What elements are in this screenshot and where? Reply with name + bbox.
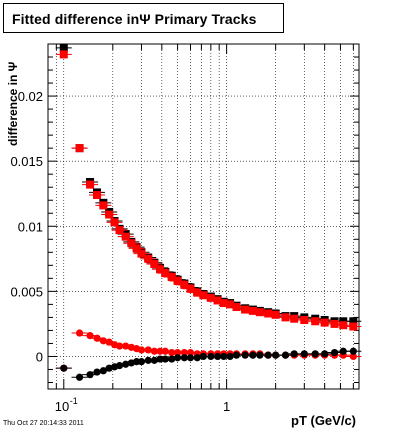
data-point	[161, 347, 169, 355]
data-point	[127, 239, 136, 248]
data-point	[271, 310, 280, 319]
data-point	[167, 273, 176, 282]
data-point	[290, 350, 298, 358]
data-point	[349, 322, 358, 331]
data-point	[75, 373, 84, 381]
data-point	[213, 296, 222, 305]
data-point	[161, 269, 170, 278]
data-point	[219, 299, 228, 308]
data-point	[59, 43, 68, 52]
data-point	[226, 300, 235, 309]
data-marks	[55, 43, 362, 381]
data-point	[75, 329, 84, 337]
y-tick-label: 0.005	[10, 284, 43, 299]
data-point	[255, 308, 264, 317]
data-point	[339, 347, 347, 355]
series-1	[55, 50, 362, 331]
data-point	[321, 350, 329, 358]
data-point	[93, 191, 102, 200]
data-point	[75, 144, 84, 153]
data-point	[105, 210, 114, 219]
data-point	[311, 317, 320, 326]
data-point	[144, 254, 153, 263]
data-point	[199, 291, 208, 300]
data-point	[281, 351, 290, 359]
data-point	[330, 319, 339, 328]
axes: 0 0.005 0.01 0.015 0.02 10 -1 1	[10, 44, 359, 414]
data-point	[281, 313, 290, 322]
data-point	[60, 364, 68, 372]
data-point	[59, 50, 68, 59]
data-point	[137, 249, 146, 258]
data-point	[193, 288, 202, 297]
data-point	[290, 314, 299, 323]
data-point	[241, 305, 250, 314]
data-point	[115, 226, 124, 235]
data-point	[144, 346, 152, 354]
data-point	[349, 352, 357, 361]
data-point	[93, 334, 101, 342]
data-point	[186, 284, 195, 293]
y-axis-label: difference in Ψ	[6, 61, 20, 146]
data-point	[110, 218, 119, 227]
plot-frame	[47, 43, 360, 390]
data-point	[349, 347, 357, 355]
data-point	[156, 265, 165, 274]
x-tick-label: 10	[55, 399, 69, 414]
data-point	[150, 260, 159, 269]
data-point	[248, 306, 257, 315]
data-point	[232, 302, 241, 311]
data-point	[320, 318, 329, 327]
data-point	[86, 371, 94, 379]
data-point	[272, 351, 280, 359]
data-point	[99, 201, 108, 210]
data-point	[311, 350, 319, 358]
data-point	[339, 321, 348, 330]
grid-lines	[48, 44, 359, 389]
data-point	[86, 332, 94, 340]
data-point	[86, 180, 95, 189]
data-point	[300, 316, 309, 324]
y-tick-label: 0.01	[18, 219, 43, 234]
data-point	[173, 276, 182, 285]
y-tick-label: 0	[36, 349, 43, 364]
series-0	[55, 43, 362, 326]
data-point	[105, 338, 113, 346]
chart-title: Fitted difference inΨ Primary Tracks	[12, 11, 257, 27]
x-tick-label: 1	[223, 399, 230, 414]
series-3	[55, 347, 362, 381]
data-point	[180, 280, 189, 289]
data-point	[226, 352, 234, 361]
y-tick-label: 0.02	[18, 89, 43, 104]
data-point	[330, 348, 339, 357]
data-point	[264, 309, 273, 318]
data-point	[132, 244, 141, 253]
data-point	[99, 367, 107, 375]
data-point	[93, 368, 101, 376]
data-point	[232, 351, 241, 359]
x-tick-label-exponent: -1	[70, 396, 78, 406]
data-point	[300, 350, 308, 358]
x-axis-label: pT (GeV/c)	[291, 413, 357, 428]
data-point	[137, 358, 146, 366]
data-point	[115, 361, 124, 370]
data-point	[121, 232, 130, 241]
y-tick-label: 0.015	[10, 154, 43, 169]
data-point	[349, 317, 358, 326]
data-point	[193, 354, 201, 362]
chart-title-box: Fitted difference inΨ Primary Tracks	[3, 3, 284, 33]
data-point	[206, 293, 215, 302]
data-point	[256, 351, 264, 359]
footer-timestamp: Thu Oct 27 20:14:33 2011	[3, 420, 84, 427]
